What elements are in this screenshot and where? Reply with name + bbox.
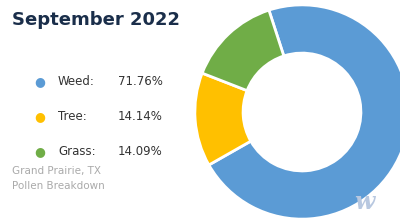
Text: Weed:: Weed:	[58, 75, 95, 88]
Text: 14.14%: 14.14%	[118, 110, 163, 123]
Wedge shape	[202, 10, 284, 91]
Text: Tree:: Tree:	[58, 110, 87, 123]
Text: w: w	[354, 190, 374, 214]
Text: ●: ●	[34, 110, 46, 123]
Text: Grass:: Grass:	[58, 145, 96, 158]
Text: ●: ●	[34, 145, 46, 158]
Text: Grand Prairie, TX
Pollen Breakdown: Grand Prairie, TX Pollen Breakdown	[12, 166, 105, 191]
Wedge shape	[209, 5, 400, 219]
Text: 14.09%: 14.09%	[118, 145, 163, 158]
Text: 71.76%: 71.76%	[118, 75, 163, 88]
Text: September 2022: September 2022	[12, 11, 180, 29]
Wedge shape	[195, 73, 251, 165]
Text: ●: ●	[34, 75, 46, 88]
